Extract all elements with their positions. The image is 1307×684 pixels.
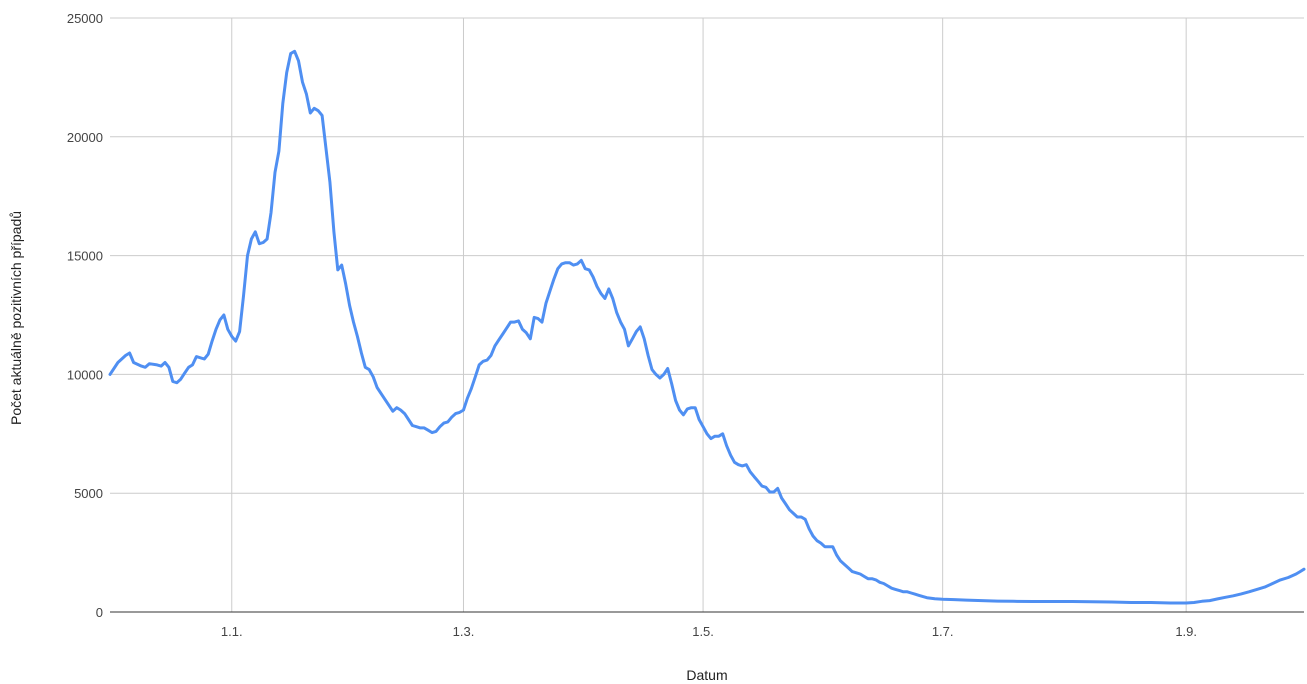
horizontal-gridlines	[110, 17, 1304, 494]
y-axis-title: Počet aktuálně pozitivních případů	[8, 211, 24, 425]
vertical-gridlines	[231, 18, 1187, 612]
y-tick-label: 15000	[67, 249, 103, 264]
y-tick-label: 25000	[67, 11, 103, 26]
y-tick-label: 10000	[67, 367, 103, 382]
y-axis-tick-labels: 0 5000 10000 15000 20000 25000	[67, 11, 103, 620]
x-tick-label: 1.9.	[1175, 624, 1197, 639]
x-axis-title: Datum	[686, 667, 727, 683]
x-tick-label: 1.7.	[932, 624, 954, 639]
series-line	[108, 49, 1306, 605]
x-tick-label: 1.3.	[453, 624, 475, 639]
y-tick-label: 20000	[67, 130, 103, 145]
y-tick-label: 0	[96, 605, 103, 620]
x-tick-label: 1.1.	[221, 624, 243, 639]
x-axis-tick-labels: 1.1. 1.3. 1.5. 1.7. 1.9.	[221, 624, 1197, 639]
x-tick-label: 1.5.	[692, 624, 714, 639]
y-tick-label: 5000	[74, 486, 103, 501]
